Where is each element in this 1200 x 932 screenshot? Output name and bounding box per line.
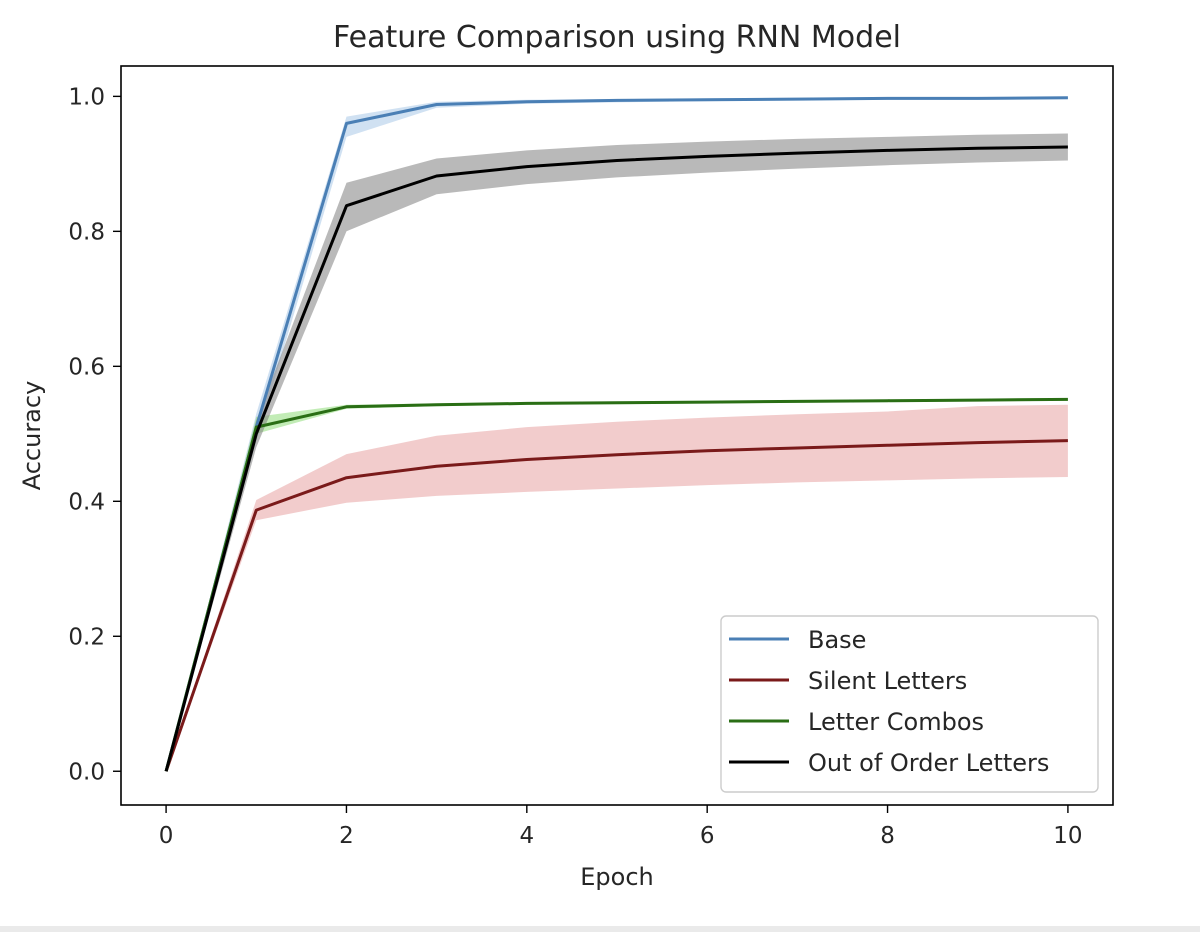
confidence-bands [166,97,1068,772]
x-tick-label: 6 [700,823,715,849]
y-axis-label: Accuracy [18,381,46,491]
x-axis-ticks: 0 2 4 6 8 10 [159,805,1083,849]
y-tick-label: 0.0 [68,759,105,785]
y-tick-label: 0.8 [68,219,105,245]
line-out-of-order-letters [164,145,1068,772]
line-silent-letters [164,439,1068,772]
plot-frame [120,65,1114,806]
legend-label-out-of-order-letters: Out of Order Letters [808,749,1049,777]
y-tick-label: 0.6 [68,354,105,380]
line-base [164,96,1068,772]
band-silent-letters [166,404,1068,772]
x-tick-label: 2 [339,823,354,849]
legend-label-silent-letters: Silent Letters [808,667,967,695]
line-letter-combos [164,397,1068,772]
chart-title: Feature Comparison using RNN Model [333,20,901,55]
legend: Base Silent Letters Letter Combos Out of Or… [720,615,1099,793]
x-tick-label: 10 [1053,823,1082,849]
legend-label-base: Base [808,626,866,654]
x-tick-label: 4 [519,823,534,849]
x-tick-label: 0 [159,823,174,849]
y-tick-label: 0.4 [68,489,105,515]
legend-label-letter-combos: Letter Combos [808,708,984,736]
bottom-divider [0,926,1200,932]
x-axis-label: Epoch [580,863,654,891]
legend-box [720,615,1099,793]
y-tick-label: 1.0 [68,84,105,110]
series-lines [164,96,1068,772]
y-tick-label: 0.2 [68,624,105,650]
x-tick-label: 8 [880,823,895,849]
y-axis-ticks: 0.0 0.2 0.4 0.6 0.8 1.0 [68,84,121,785]
